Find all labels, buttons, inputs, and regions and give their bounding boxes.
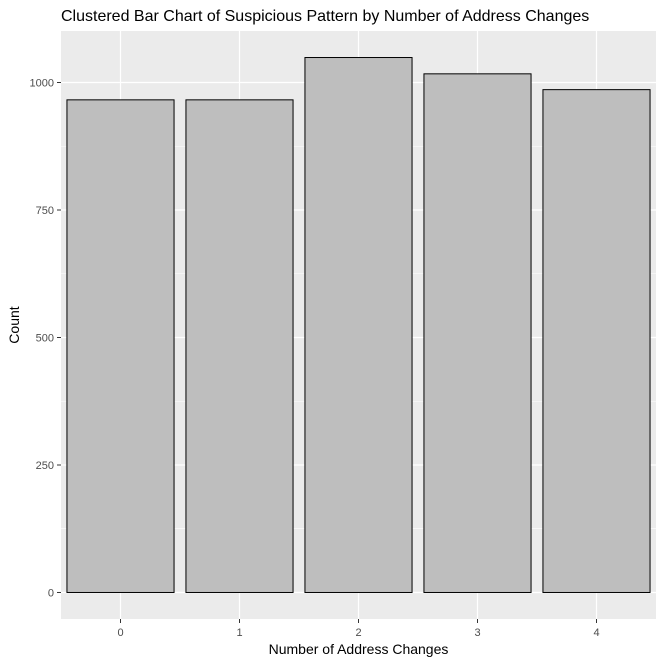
y-tick-label: 500 [36, 332, 54, 344]
bar-3 [423, 73, 532, 593]
bar-2 [304, 57, 413, 593]
chart-title: Clustered Bar Chart of Suspicious Patter… [61, 8, 589, 25]
y-tick-label: 0 [48, 587, 54, 599]
x-tick-label: 0 [117, 627, 123, 639]
axis-layer: 0 250 500 750 1000 0 1 2 3 4 [30, 78, 600, 639]
x-tick-label: 1 [236, 627, 242, 639]
bar-0 [66, 99, 175, 593]
y-tick-label: 750 [36, 205, 54, 217]
x-tick-label: 4 [593, 627, 599, 639]
bar-4 [542, 89, 651, 593]
x-tick-label: 3 [474, 627, 480, 639]
x-tick-label: 2 [355, 627, 361, 639]
y-tick-label: 1000 [30, 78, 54, 90]
x-axis-title: Number of Address Changes [269, 641, 449, 657]
y-tick-label: 250 [36, 460, 54, 472]
y-axis-title: Count [6, 306, 22, 343]
bar-layer [66, 57, 651, 593]
bar-1 [185, 99, 294, 593]
